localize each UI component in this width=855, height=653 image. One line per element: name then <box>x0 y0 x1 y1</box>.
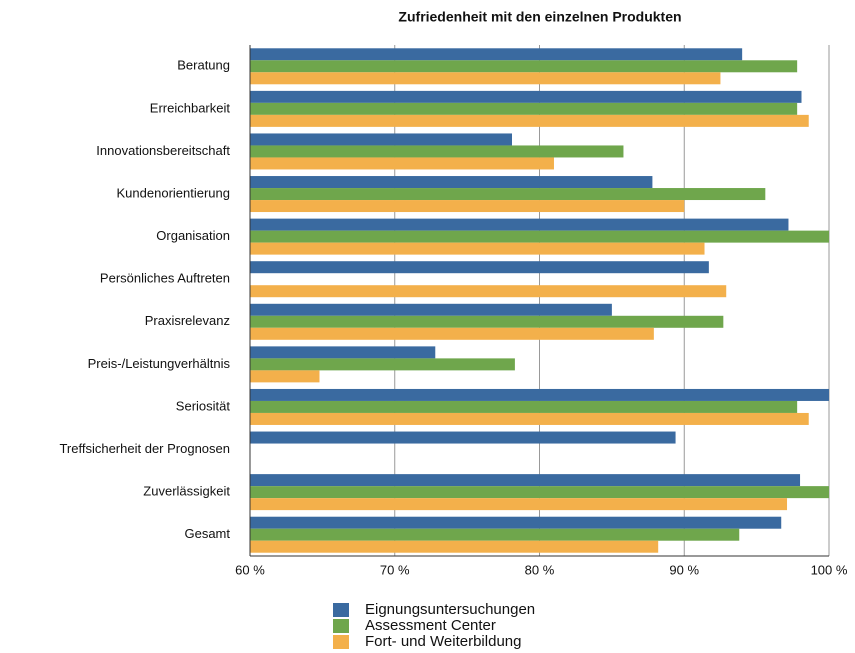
y-tick-label: Treffsicherheit der Prognosen <box>59 441 230 456</box>
bar <box>250 261 709 274</box>
x-tick-label: 90 % <box>669 562 699 577</box>
bar <box>250 303 612 316</box>
bar <box>250 72 721 85</box>
legend-swatch <box>333 619 349 633</box>
bar <box>250 145 624 158</box>
bar <box>250 327 654 340</box>
bar <box>250 242 705 255</box>
y-tick-label: Gesamt <box>184 526 230 541</box>
bar <box>250 400 798 413</box>
bar <box>250 474 801 487</box>
legend-swatch <box>333 603 349 617</box>
bar <box>250 315 724 328</box>
bar <box>250 102 798 115</box>
y-tick-label: Praxisrelevanz <box>145 313 230 328</box>
legend-label: Assessment Center <box>365 617 496 634</box>
bar <box>250 346 436 359</box>
chart-title: Zufriedenheit mit den einzelnen Produkte… <box>398 9 681 25</box>
bar <box>250 176 653 189</box>
bar <box>250 218 789 231</box>
bar <box>250 133 512 146</box>
x-tick-label: 80 % <box>525 562 555 577</box>
y-tick-label: Persönliches Auftreten <box>100 271 230 286</box>
x-tick-label: 70 % <box>380 562 410 577</box>
bar <box>250 370 320 383</box>
y-tick-label: Seriosität <box>176 398 231 413</box>
bar <box>250 412 809 425</box>
y-tick-label: Erreichbarkeit <box>150 100 231 115</box>
bar <box>250 388 829 401</box>
bar <box>250 157 554 170</box>
bar <box>250 60 798 73</box>
bar <box>250 90 802 103</box>
y-tick-label: Zuverlässigkeit <box>143 484 230 499</box>
bar <box>250 540 659 553</box>
x-tick-label: 60 % <box>235 562 265 577</box>
bar <box>250 516 782 529</box>
y-tick-label: Innovationsbereitschaft <box>96 143 230 158</box>
x-tick-label: 100 % <box>811 562 848 577</box>
bar <box>250 528 740 541</box>
y-tick-label: Beratung <box>177 58 230 73</box>
legend-label: Eignungsuntersuchungen <box>365 601 535 618</box>
legend-label: Fort- und Weiterbildung <box>365 633 521 650</box>
legend-swatch <box>333 635 349 649</box>
bar <box>250 230 829 243</box>
y-tick-label: Organisation <box>156 228 230 243</box>
bar <box>250 48 743 61</box>
y-tick-label: Kundenorientierung <box>117 185 230 200</box>
bar <box>250 486 829 499</box>
bar <box>250 200 685 213</box>
bar <box>250 188 766 201</box>
bar <box>250 498 788 511</box>
bar <box>250 358 515 371</box>
bar <box>250 285 727 298</box>
bar <box>250 114 809 127</box>
bar <box>250 431 676 444</box>
y-tick-label: Preis-/Leistungverhältnis <box>88 356 231 371</box>
